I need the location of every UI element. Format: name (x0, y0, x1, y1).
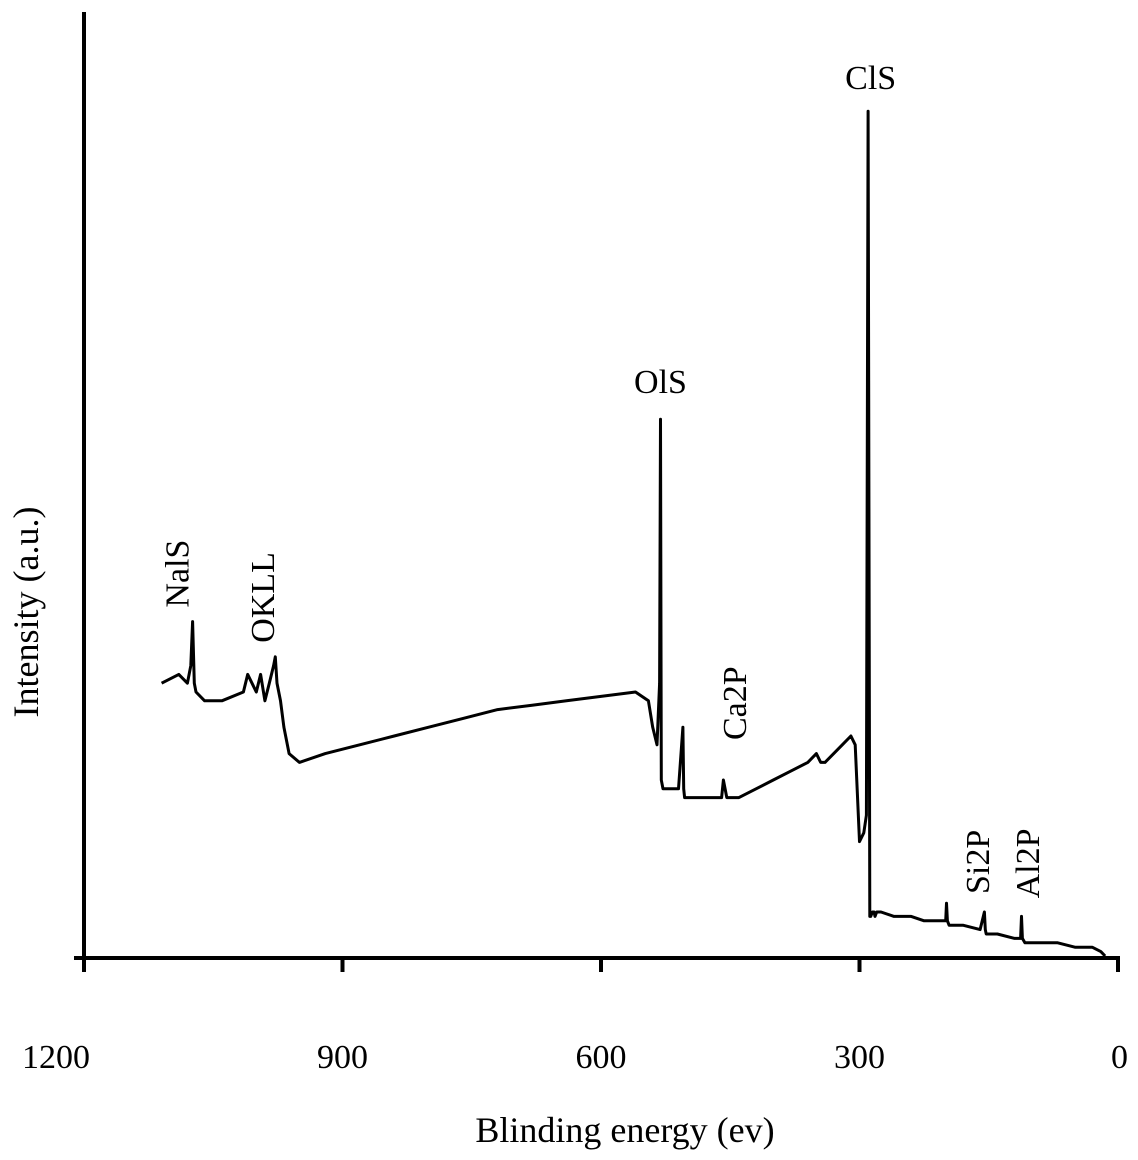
peak-label-nals: NalS (159, 540, 196, 608)
peak-label-cls: ClS (845, 60, 896, 97)
axes (74, 12, 1120, 960)
x-axis-title: Blinding energy (ev) (475, 1110, 774, 1150)
x-tick-label: 1200 (22, 1039, 90, 1076)
x-tick-label: 0 (1111, 1039, 1128, 1076)
x-tick-labels: 1200 900 600 300 0 (22, 1039, 1128, 1076)
peak-label-ols: OlS (634, 364, 687, 401)
peak-labels: NalS OKLL OlS ClS Ca2P Si2P Al2P (159, 60, 1047, 898)
peak-label-ca2p: Ca2P (717, 666, 754, 740)
peak-label-al2p: Al2P (1010, 828, 1047, 898)
peak-label-si2p: Si2P (960, 830, 997, 894)
peak-label-okll: OKLL (245, 552, 282, 643)
spectrum-line (160, 109, 1107, 958)
x-ticks (82, 958, 1120, 972)
x-tick-label: 900 (317, 1039, 368, 1076)
x-tick-label: 300 (834, 1039, 885, 1076)
x-tick-label: 600 (576, 1039, 627, 1076)
y-axis-title: Intensity (a.u.) (6, 507, 46, 718)
